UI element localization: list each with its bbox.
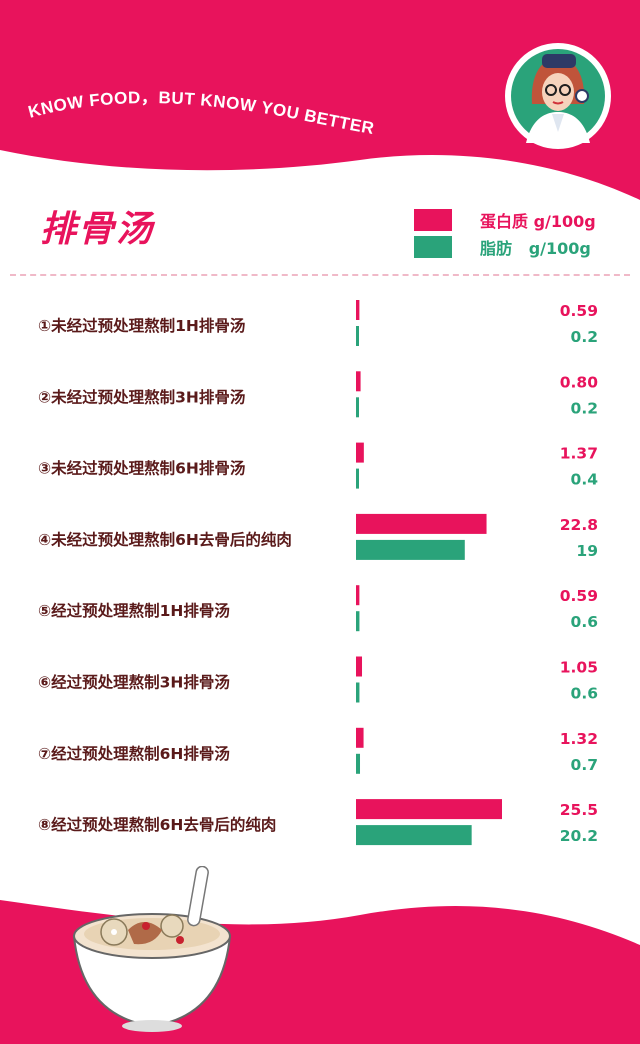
- bar-protein: [356, 799, 502, 820]
- legend-swatch-fat: [414, 236, 452, 258]
- bar-protein: [356, 727, 364, 748]
- bar-fat: [356, 539, 465, 560]
- bar-protein: [356, 300, 360, 320]
- divider: [10, 274, 630, 276]
- data-label-protein: 25.5: [560, 801, 598, 819]
- data-label-fat: 0.6: [571, 613, 598, 631]
- data-label-protein: 1.37: [560, 445, 598, 463]
- bar-protein: [356, 585, 360, 606]
- bar-fat: [356, 753, 361, 774]
- bar-fat: [356, 326, 359, 346]
- legend-item-protein: 蛋白质 g/100g: [414, 208, 596, 232]
- svg-text:KNOW FOOD，BUT KNOW YOU BETTER: KNOW FOOD，BUT KNOW YOU BETTER: [26, 88, 376, 138]
- category-label: ③未经过预处理熬制6H排骨汤: [38, 459, 245, 478]
- data-label-protein: 1.32: [560, 730, 598, 748]
- category-label: ⑤经过预处理熬制1H排骨汤: [38, 601, 230, 620]
- bar-fat: [356, 611, 360, 632]
- data-label-protein: 0.80: [560, 373, 598, 391]
- soup-bowl-illustration: [72, 866, 232, 1032]
- category-label: ⑧经过预处理熬制6H去骨后的纯肉: [38, 815, 276, 834]
- legend-label-protein: 蛋白质 g/100g: [480, 212, 596, 231]
- category-label: ⑦经过预处理熬制6H排骨汤: [38, 744, 230, 763]
- category-label: ⑥经过预处理熬制3H排骨汤: [38, 673, 230, 692]
- data-label-protein: 0.59: [560, 587, 598, 605]
- data-label-fat: 0.4: [571, 471, 599, 489]
- chart-title: 排骨汤: [40, 209, 155, 250]
- bar-protein: [356, 656, 363, 677]
- data-label-fat: 0.2: [571, 399, 598, 417]
- bar-protein: [356, 442, 364, 463]
- category-label: ②未经过预处理熬制3H排骨汤: [38, 387, 245, 406]
- bar-fat: [356, 825, 472, 846]
- bar-chart: ①未经过预处理熬制1H排骨汤 0.59 0.2 ②未经过预处理熬制3H排骨汤 0.80 0…: [38, 300, 599, 846]
- bar-fat: [356, 397, 359, 418]
- data-label-fat: 0.7: [571, 756, 598, 774]
- doctor-avatar: [505, 43, 611, 149]
- data-label-fat: 0.6: [571, 685, 598, 703]
- bar-protein: [356, 513, 487, 534]
- legend-swatch-protein: [414, 209, 452, 231]
- data-label-fat: 20.2: [560, 827, 598, 845]
- data-label-protein: 22.8: [560, 516, 598, 534]
- bar-fat: [356, 682, 360, 703]
- data-label-protein: 1.05: [560, 659, 598, 677]
- data-label-protein: 0.59: [560, 302, 598, 320]
- bar-protein: [356, 371, 361, 392]
- data-label-fat: 0.2: [571, 328, 598, 346]
- bar-fat: [356, 468, 359, 489]
- legend-label-fat: 脂肪 g/100g: [480, 239, 591, 258]
- legend-item-fat: 脂肪 g/100g: [414, 235, 591, 259]
- data-label-fat: 19: [576, 542, 598, 560]
- category-label: ④未经过预处理熬制6H去骨后的纯肉: [38, 530, 292, 549]
- tagline: KNOW FOOD，BUT KNOW YOU BETTER: [26, 88, 376, 138]
- category-label: ①未经过预处理熬制1H排骨汤: [38, 316, 245, 335]
